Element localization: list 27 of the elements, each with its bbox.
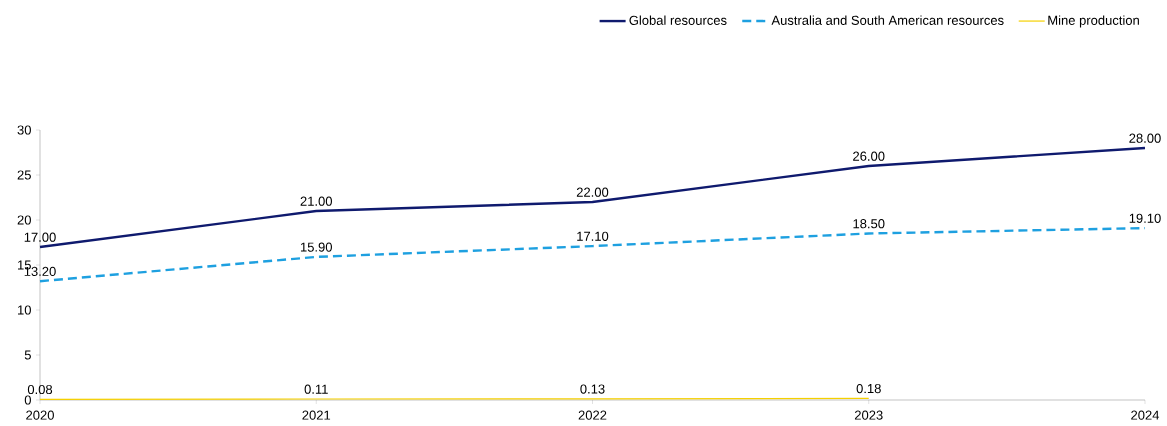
data-label: 18.50	[853, 219, 885, 229]
y-tick-label: 20	[17, 215, 31, 225]
data-label: 17.10	[577, 231, 609, 241]
x-tick-label: 2023	[854, 410, 883, 420]
data-label: 28.00	[1129, 133, 1161, 143]
y-tick-label: 0	[24, 395, 31, 405]
x-tick-label: 2021	[302, 410, 331, 420]
data-label: 0.13	[580, 384, 605, 394]
y-tick-label: 30	[17, 125, 31, 135]
data-label: 15.90	[300, 242, 332, 252]
x-tick-label: 2024	[1131, 410, 1160, 420]
data-label: 22.00	[576, 187, 609, 197]
data-label: 0.18	[856, 383, 881, 394]
data-label: 21.00	[300, 196, 332, 206]
data-label: 17.00	[24, 232, 56, 242]
y-tick-label: 10	[18, 305, 31, 315]
data-label: 26.00	[853, 151, 885, 161]
data-label: 19.10	[1129, 213, 1161, 223]
y-tick-label: 25	[17, 170, 31, 180]
data-label: 0.11	[304, 384, 328, 394]
x-tick-label: 2022	[578, 410, 607, 420]
x-tick-label: 2020	[26, 410, 54, 420]
data-label: 0.08	[27, 384, 53, 395]
legend-label: Mine production	[1048, 15, 1139, 28]
legend-label: Global resources	[629, 15, 727, 25]
y-tick-label: 5	[24, 350, 31, 360]
legend-label: Australia and South American resources	[771, 15, 1004, 25]
